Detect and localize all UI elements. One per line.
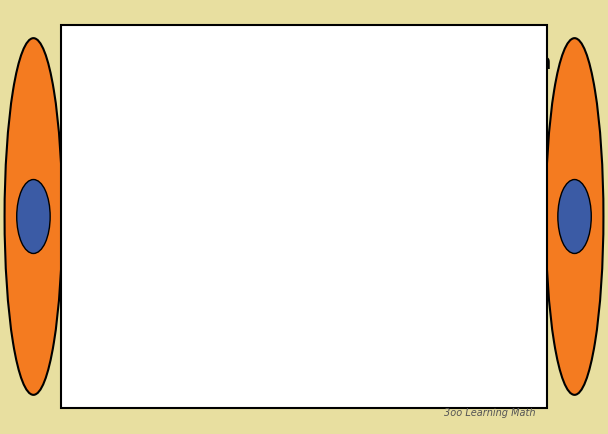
Text: 9 m: 9 m — [387, 195, 421, 213]
Text: 126°: 126° — [291, 173, 331, 191]
Text: 3)  Find the area to the nearest tenth: 3) Find the area to the nearest tenth — [80, 53, 551, 73]
Text: P: P — [348, 128, 359, 146]
Text: 9 m: 9 m — [238, 119, 273, 137]
Text: 3oo Learning Math: 3oo Learning Math — [444, 407, 535, 417]
Text: R: R — [399, 274, 412, 292]
Text: Q: Q — [166, 141, 180, 159]
